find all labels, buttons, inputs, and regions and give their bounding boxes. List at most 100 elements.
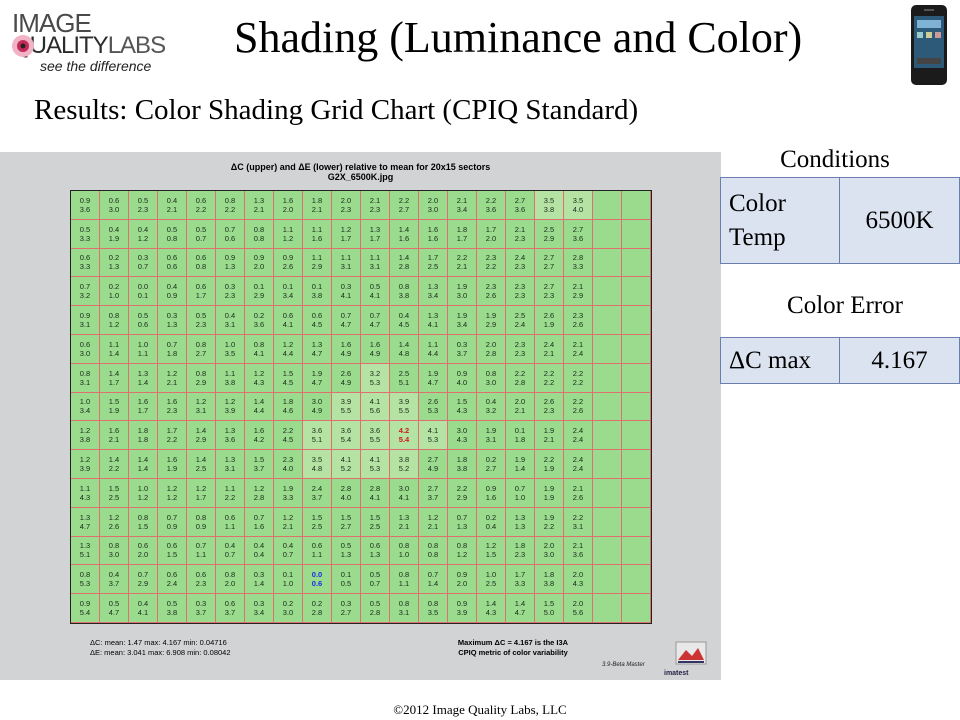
- delta-c-value: 1.2: [340, 224, 352, 234]
- delta-c-value: 2.2: [514, 368, 526, 378]
- grid-cell: 1.2 2.6: [100, 507, 129, 537]
- delta-e-value: 1.7: [456, 233, 468, 243]
- grid-cell: [593, 191, 622, 220]
- delta-e-value: 2.8: [253, 492, 265, 502]
- delta-c-value: 0.4: [166, 282, 178, 292]
- grid-cell: 1.2 3.8: [71, 421, 100, 451]
- delta-e-value: 1.3: [456, 521, 468, 531]
- delta-e-value: 1.2: [166, 492, 178, 502]
- chart-title: ΔC (upper) and ΔE (lower) relative to me…: [230, 162, 491, 172]
- delta-c-value: 0.5: [108, 599, 120, 609]
- delta-c-value: 0.6: [195, 570, 207, 580]
- delta-c-value: 0.6: [195, 195, 207, 205]
- delta-e-value: 4.7: [427, 377, 439, 387]
- grid-cell: 4.1 5.3: [361, 450, 390, 479]
- delta-c-value: 1.5: [340, 512, 352, 522]
- grid-cell: 1.4 1.7: [100, 363, 129, 393]
- delta-e-value: 2.4: [166, 579, 178, 589]
- delta-c-value: 0.3: [253, 570, 265, 580]
- grid-cell: 2.8 4.0: [332, 478, 361, 508]
- delta-c-value: 1.1: [369, 253, 381, 263]
- grid-cell: 1.3 1.3: [506, 507, 535, 537]
- grid-cell: 0.1 2.9: [245, 277, 274, 307]
- grid-cell: 1.3 5.1: [71, 536, 100, 566]
- delta-e-value: 2.3: [166, 406, 178, 416]
- delta-e-value: 4.2: [253, 435, 265, 445]
- slide-subtitle: Results: Color Shading Grid Chart (CPIQ …: [34, 94, 639, 126]
- delta-e-value: 1.9: [543, 492, 555, 502]
- grid-cell: 1.3 3.4: [419, 277, 448, 307]
- delta-c-value: 1.9: [456, 282, 468, 292]
- grid-cell: 0.8 1.2: [448, 536, 477, 566]
- grid-cell: 0.6 3.7: [216, 594, 245, 623]
- delta-c-value: 1.2: [282, 339, 294, 349]
- delta-e-value: 2.2: [195, 204, 207, 214]
- delta-e-value: 2.2: [543, 377, 555, 387]
- delta-e-value: 3.0: [485, 377, 497, 387]
- delta-c-value: 0.4: [485, 397, 497, 407]
- delta-c-value: 1.1: [108, 339, 120, 349]
- delta-c-value: 2.2: [456, 483, 468, 493]
- delta-e-value: 2.7: [485, 464, 497, 474]
- delta-c-value: 0.6: [311, 311, 323, 321]
- delta-c-value: 1.3: [369, 224, 381, 234]
- grid-cell: 1.7 3.3: [506, 565, 535, 595]
- delta-c-value: 2.1: [572, 541, 584, 551]
- grid-cell: 2.1 2.3: [506, 219, 535, 249]
- grid-cell: 0.9 3.6: [71, 191, 100, 220]
- grid-cell: 1.3 1.4: [129, 363, 158, 393]
- grid-cell: 0.7 1.6: [245, 507, 274, 537]
- delta-e-value: 2.7: [340, 608, 352, 618]
- delta-c-value: 1.2: [253, 483, 265, 493]
- grid-cell: 3.2 5.3: [361, 363, 390, 393]
- delta-c-value: 1.3: [427, 311, 439, 321]
- delta-c-value: 2.7: [543, 282, 555, 292]
- delta-e-value: 2.3: [514, 262, 526, 272]
- grid-cell: 1.2 2.8: [245, 478, 274, 508]
- grid-cell: 1.1 1.2: [274, 219, 303, 249]
- grid-cell: 2.1 2.3: [361, 191, 390, 220]
- company-logo: IMAGE QUALITYLABS see the difference: [8, 8, 198, 80]
- delta-c-value: 1.9: [427, 368, 439, 378]
- delta-c-value: 2.3: [572, 311, 584, 321]
- grid-cell: 2.7 2.7: [535, 248, 564, 278]
- grid-cell: 1.0 3.5: [216, 334, 245, 364]
- delta-e-value: 3.3: [572, 262, 584, 272]
- delta-e-value: 2.3: [137, 204, 149, 214]
- delta-c-value: 0.6: [137, 541, 149, 551]
- logo-text-line1: IMAGE: [12, 8, 92, 38]
- delta-e-value: 0.4: [253, 550, 265, 560]
- grid-cell: 0.6 3.0: [71, 334, 100, 364]
- delta-e-value: 2.5: [108, 492, 120, 502]
- delta-e-value: 4.4: [427, 348, 439, 358]
- grid-cell: 2.2 2.1: [448, 248, 477, 278]
- delta-c-value: 2.3: [514, 339, 526, 349]
- delta-e-value: 2.9: [253, 291, 265, 301]
- delta-c-value: 2.7: [427, 455, 439, 465]
- delta-e-value: 3.1: [340, 262, 352, 272]
- delta-c-value: 1.4: [253, 397, 265, 407]
- delta-e-value: 2.1: [253, 204, 265, 214]
- delta-c-value: 0.4: [166, 195, 178, 205]
- delta-c-value: 2.7: [572, 224, 584, 234]
- delta-e-value: 0.5: [340, 579, 352, 589]
- max-note-line2: CPIQ metric of color variability: [458, 647, 568, 657]
- delta-e-value: 2.3: [514, 348, 526, 358]
- grid-cell: 0.4 3.2: [477, 392, 506, 422]
- delta-e-value: 3.1: [485, 435, 497, 445]
- delta-e-value: 1.9: [108, 233, 120, 243]
- grid-cell: 0.8 3.1: [390, 594, 419, 623]
- delta-e-value: 4.7: [311, 348, 323, 358]
- delta-e-value: 2.6: [572, 320, 584, 330]
- grid-cell: 0.5 2.3: [187, 306, 216, 335]
- delta-e-value: 4.0: [456, 377, 468, 387]
- delta-e-value: 2.1: [456, 262, 468, 272]
- delta-c-value: 0.4: [398, 311, 410, 321]
- grid-cell: 0.4 1.9: [100, 219, 129, 249]
- delta-c-value: 2.7: [427, 483, 439, 493]
- grid-cell: 1.5 1.9: [100, 392, 129, 422]
- delta-e-value: 0.8: [253, 233, 265, 243]
- grid-cell: 1.5 3.7: [245, 450, 274, 479]
- delta-e-value: 2.5: [311, 521, 323, 531]
- delta-e-value: 2.6: [572, 492, 584, 502]
